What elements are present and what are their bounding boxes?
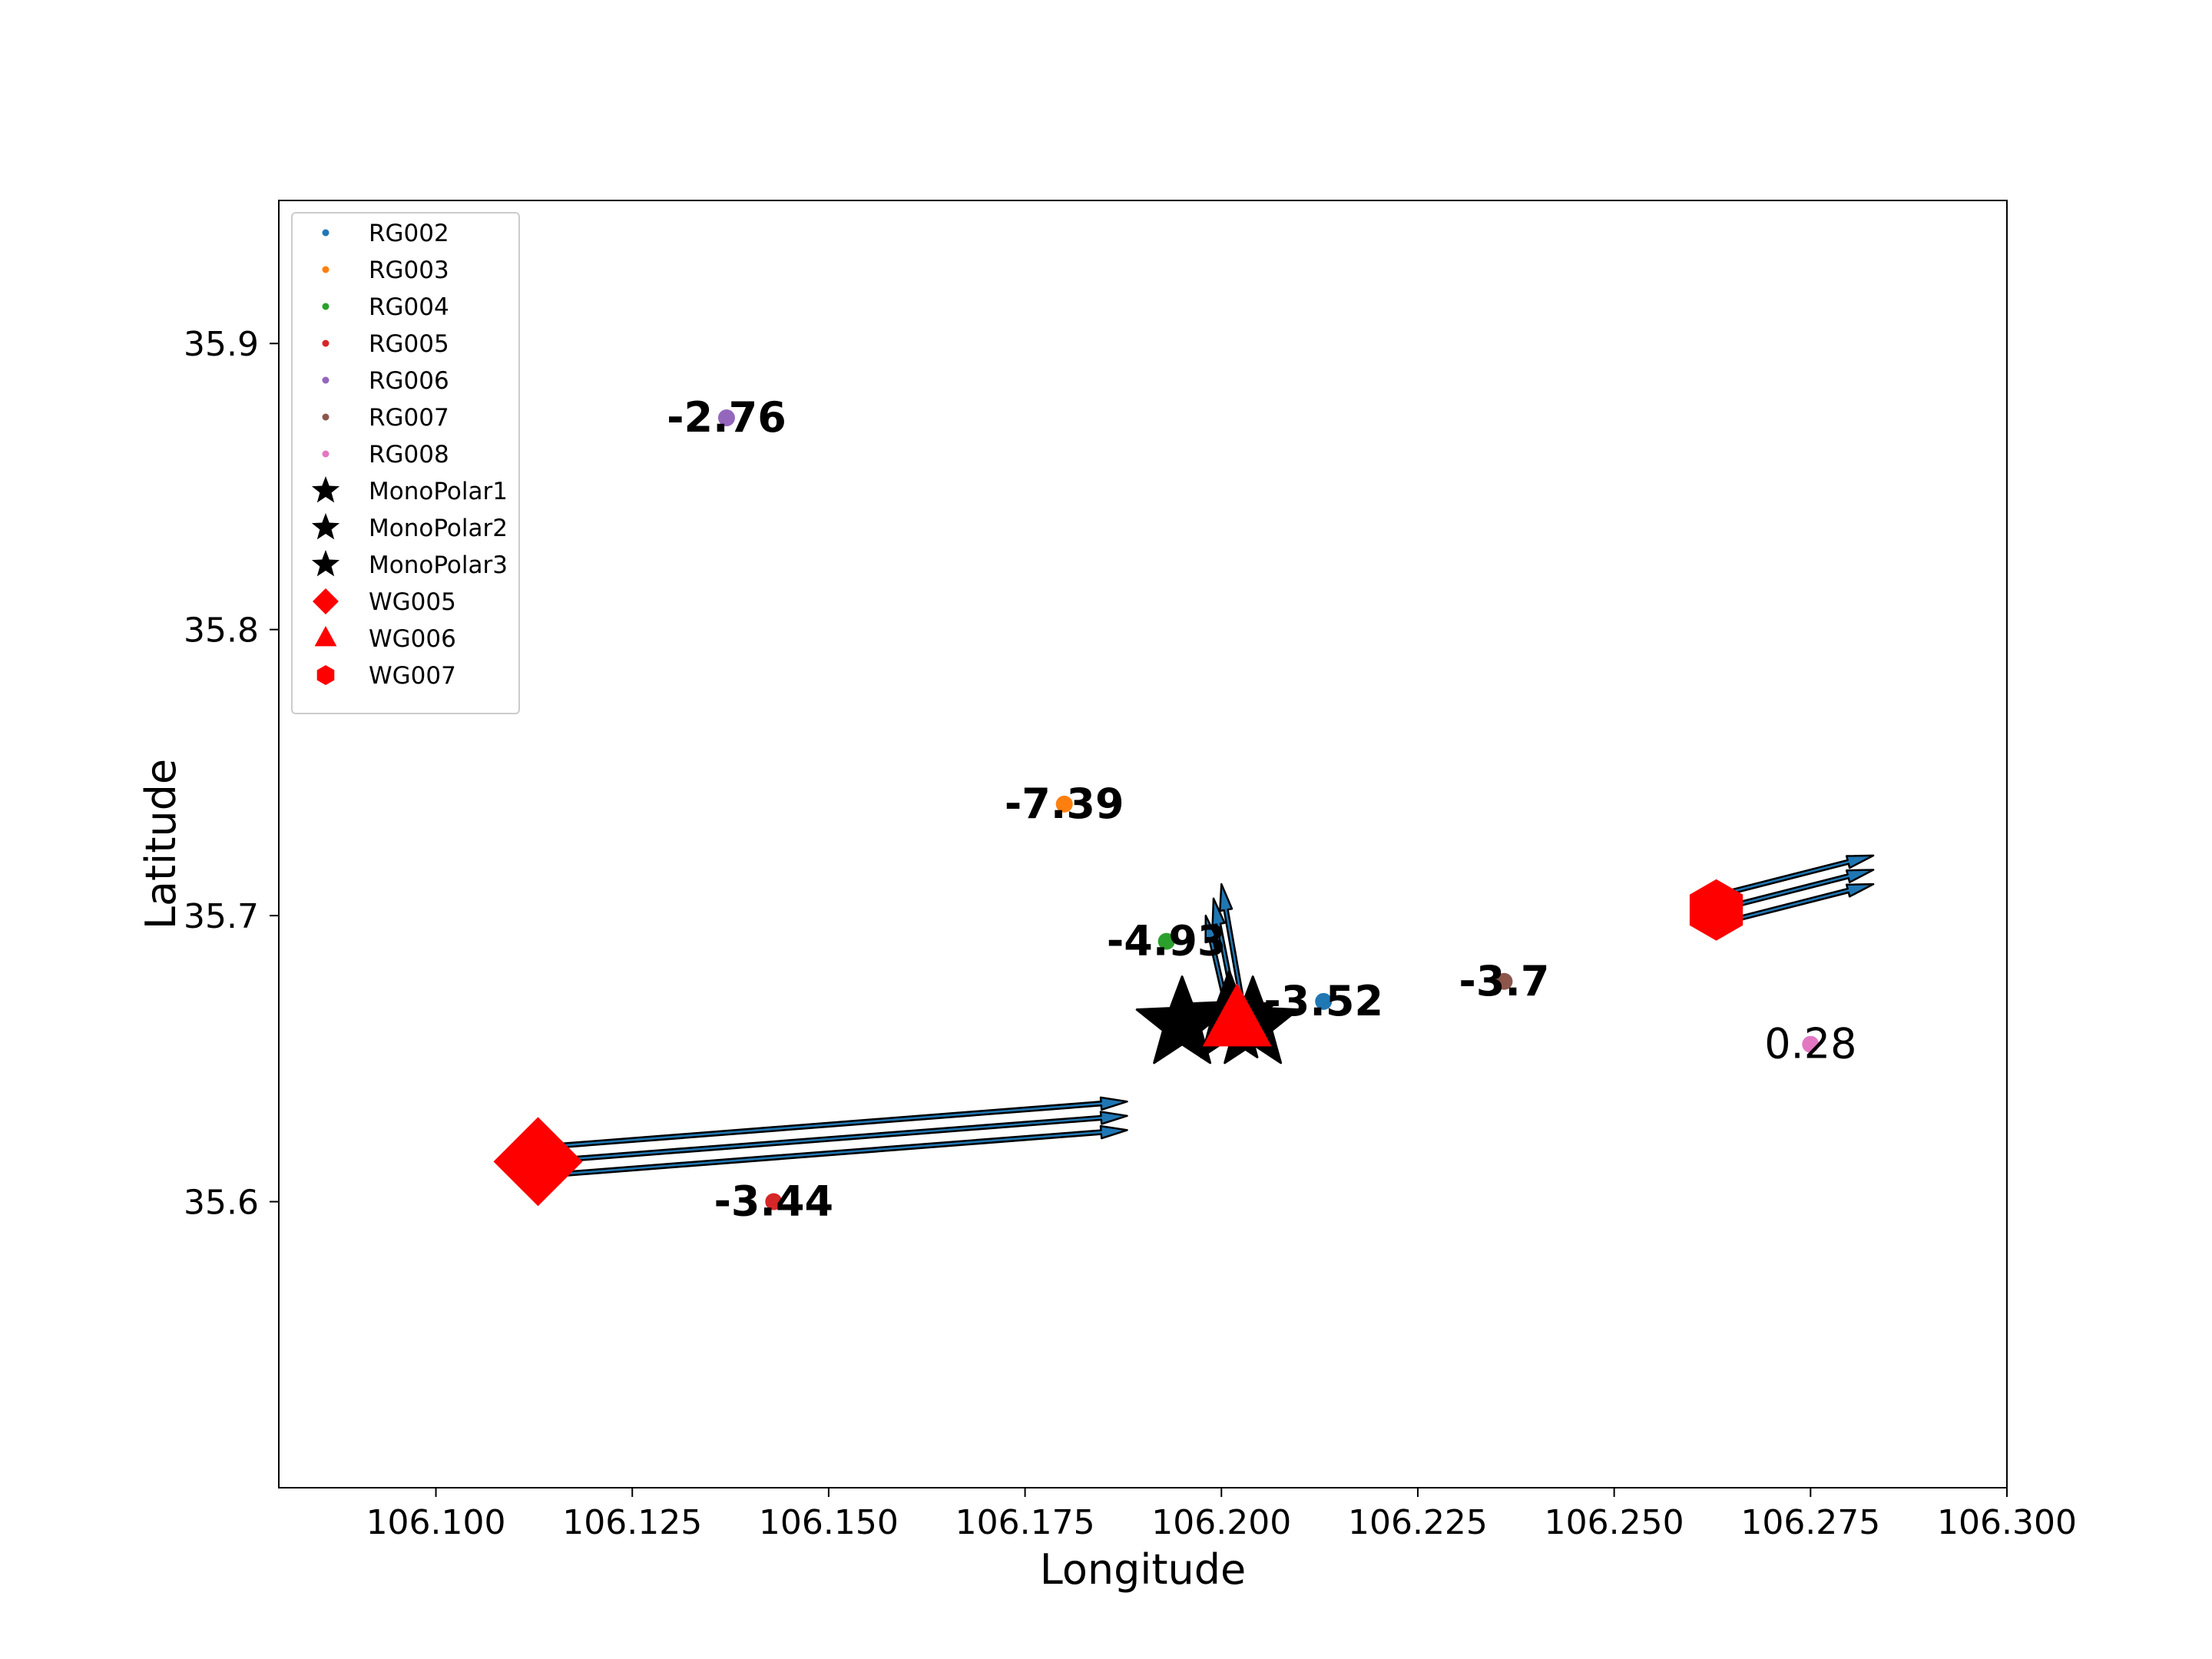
value-label-rg003: -7.39 xyxy=(1005,780,1124,828)
marker-wg006 xyxy=(1202,982,1272,1047)
legend-marker-rg006 xyxy=(322,376,329,384)
marker-rg005 xyxy=(765,1193,783,1210)
legend-label-wg007: WG007 xyxy=(369,662,456,690)
x-tick-label: 106.250 xyxy=(1545,1503,1684,1542)
value-label-rg007: -3.7 xyxy=(1459,957,1549,1005)
legend-label-wg005: WG005 xyxy=(369,588,456,616)
x-axis-ticks: 106.100 106.125 106.150 106.175 106.200 106.2… xyxy=(366,1488,2077,1542)
y-tick-label: 35.9 xyxy=(184,325,259,364)
marker-rg002 xyxy=(1315,992,1333,1010)
legend-label-monopolar3: MonoPolar3 xyxy=(369,551,508,579)
x-tick-label: 106.225 xyxy=(1348,1503,1488,1542)
legend-label-monopolar2: MonoPolar2 xyxy=(369,515,508,542)
points-layer xyxy=(493,409,1820,1210)
legend-label-rg007: RG007 xyxy=(369,404,449,432)
legend-marker-rg003 xyxy=(322,266,329,273)
value-label-rg008: 0.28 xyxy=(1764,1020,1856,1068)
marker-rg003 xyxy=(1055,795,1073,813)
marker-rg006 xyxy=(717,409,735,427)
value-label-rg002: -3.52 xyxy=(1263,977,1383,1025)
x-tick-label: 106.300 xyxy=(1937,1503,2077,1542)
legend-marker-wg007 xyxy=(316,665,335,685)
legend-marker-wg005 xyxy=(313,588,339,614)
legend-marker-rg007 xyxy=(322,413,329,421)
value-label-rg004: -4.93 xyxy=(1107,917,1227,965)
vectors-layer xyxy=(537,854,1875,1179)
y-axis-ticks: 35.6 35.7 35.8 35.9 xyxy=(184,325,279,1223)
x-tick-label: 106.125 xyxy=(562,1503,702,1542)
y-axis-label: Latitude xyxy=(137,759,185,929)
marker-rg004 xyxy=(1157,932,1175,950)
legend-label-rg002: RG002 xyxy=(369,220,449,247)
marker-wg007 xyxy=(1689,879,1743,941)
legend-box xyxy=(291,212,520,714)
legend-marker-rg008 xyxy=(322,450,329,458)
legend-label-rg006: RG006 xyxy=(369,367,449,395)
x-tick-label: 106.275 xyxy=(1740,1503,1880,1542)
x-tick-label: 106.200 xyxy=(1151,1503,1291,1542)
legend-label-rg004: RG004 xyxy=(369,293,449,321)
legend-marker-monopolar3 xyxy=(311,550,340,577)
legend-marker-rg004 xyxy=(322,303,329,310)
marker-rg008 xyxy=(1802,1035,1820,1053)
legend-label-rg008: RG008 xyxy=(369,441,449,469)
value-label-rg005: -3.44 xyxy=(714,1177,833,1226)
legend-label-rg005: RG005 xyxy=(369,330,449,358)
x-tick-label: 106.175 xyxy=(955,1503,1095,1542)
vector-arrow-1 xyxy=(537,1096,1128,1151)
legend-marker-rg002 xyxy=(322,229,329,237)
x-axis-label: Longitude xyxy=(1040,1545,1247,1594)
value-label-rg006: -2.76 xyxy=(667,393,786,442)
y-tick-label: 35.8 xyxy=(184,611,259,651)
vector-arrow-3 xyxy=(537,1124,1128,1179)
marker-wg005 xyxy=(493,1117,583,1207)
plot-frame xyxy=(278,200,2008,1488)
x-tick-label: 106.100 xyxy=(366,1503,506,1542)
legend-marker-wg006 xyxy=(314,626,337,647)
legend: RG002 RG003 RG004 RG005 RG006 RG007 RG008 MonoP… xyxy=(291,212,520,714)
legend-label-monopolar1: MonoPolar1 xyxy=(369,478,508,505)
y-tick-label: 35.7 xyxy=(184,897,259,936)
legend-marker-monopolar2 xyxy=(311,513,340,540)
marker-rg007 xyxy=(1495,972,1513,990)
x-tick-label: 106.150 xyxy=(759,1503,899,1542)
vector-arrow-2 xyxy=(537,1111,1128,1165)
value-labels-layer: -3.52 -7.39 -4.93 -3.44 -2.76 -3.7 0.28 xyxy=(667,393,1856,1225)
legend-marker-rg005 xyxy=(322,339,329,347)
legend-marker-monopolar1 xyxy=(311,476,340,503)
y-tick-label: 35.6 xyxy=(184,1184,259,1223)
vector-arrow-7 xyxy=(1714,854,1875,899)
legend-label-rg003: RG003 xyxy=(369,257,449,284)
legend-label-wg006: WG006 xyxy=(369,625,456,653)
